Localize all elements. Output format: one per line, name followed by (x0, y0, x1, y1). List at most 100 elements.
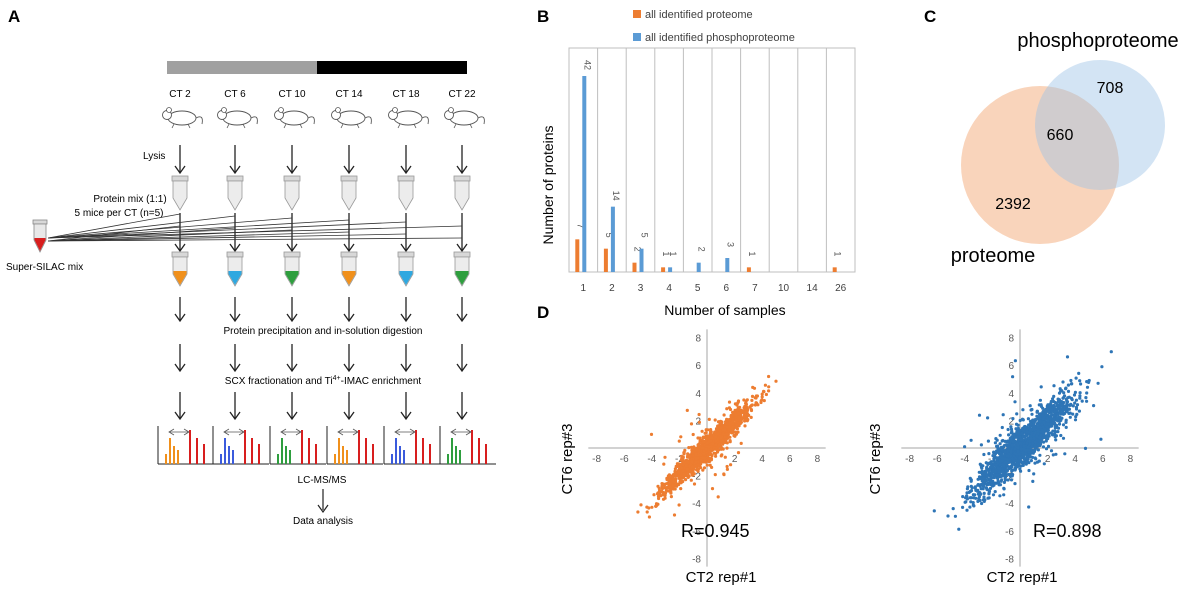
data-point (767, 374, 771, 379)
data-point (709, 447, 713, 451)
data-point (1075, 412, 1079, 416)
data-point (702, 452, 706, 456)
data-point (679, 458, 684, 462)
legend-swatch (633, 33, 641, 41)
scx-step-label: SCX fractionation and Ti4+-IMAC enrichme… (225, 375, 422, 387)
data-point (760, 392, 764, 396)
data-point (707, 447, 711, 451)
data-point (739, 441, 743, 445)
data-point (1019, 438, 1023, 442)
data-point (1011, 462, 1015, 466)
y-tick-label: 4 (695, 389, 701, 400)
data-point (1013, 468, 1017, 472)
data-point (1053, 429, 1057, 433)
data-point (1057, 405, 1061, 409)
left-r-value: R=0.945 (681, 521, 750, 541)
data-point (750, 398, 754, 402)
digestion-step-label: Protein precipitation and in-solution di… (223, 326, 422, 337)
data-point (983, 480, 987, 484)
data-point (1025, 430, 1029, 434)
data-point (698, 453, 703, 457)
data-point (660, 489, 664, 494)
data-point (1009, 454, 1013, 458)
data-point (728, 421, 733, 425)
data-point (1056, 412, 1060, 416)
data-point (1002, 493, 1006, 497)
data-point (1052, 384, 1056, 388)
data-point (1077, 409, 1081, 413)
data-point (1077, 371, 1081, 375)
data-point (1002, 480, 1007, 484)
data-point (1042, 440, 1046, 444)
data-point (1037, 459, 1041, 463)
digestion-arrow (400, 297, 412, 323)
data-point (1002, 464, 1006, 468)
data-point (1054, 438, 1058, 442)
data-point (719, 435, 723, 440)
data-point (985, 483, 989, 487)
data-point (969, 479, 973, 483)
data-point (677, 475, 682, 479)
data-point (734, 418, 738, 422)
data-point (655, 492, 660, 496)
data-point (982, 495, 986, 499)
data-point (1046, 418, 1050, 422)
data-point (1018, 441, 1023, 445)
data-point (1071, 404, 1075, 408)
data-point (1021, 408, 1025, 412)
data-point (1039, 385, 1043, 389)
ms-spectrum (439, 426, 496, 465)
data-point (988, 486, 993, 490)
scatter-points (932, 350, 1113, 531)
data-point (1054, 452, 1058, 456)
data-point (705, 463, 709, 467)
data-point (719, 419, 723, 423)
data-point (716, 432, 720, 436)
data-point (714, 446, 718, 451)
data-point (1019, 469, 1023, 473)
ms-spectrum (326, 426, 383, 465)
data-point (1062, 395, 1066, 399)
data-point (763, 383, 768, 387)
data-point (1015, 459, 1019, 463)
super-silac-tube (32, 219, 48, 253)
x-tick-label: 7 (752, 283, 758, 294)
data-point (717, 442, 722, 447)
data-point (671, 476, 675, 480)
lysate-tube (453, 175, 471, 211)
data-point (708, 452, 712, 456)
x-tick-label: 1 (581, 283, 587, 294)
y-tick-label: -2 (692, 472, 701, 483)
data-point (1078, 379, 1082, 383)
data-point (1010, 469, 1014, 473)
data-point (1042, 462, 1046, 466)
mouse-icon (217, 107, 258, 129)
data-point (1100, 365, 1104, 369)
data-point (1031, 479, 1035, 483)
data-point (989, 462, 993, 466)
data-point (1046, 403, 1050, 407)
data-point (1074, 407, 1079, 411)
data-point (767, 389, 771, 393)
y-tick-label: 4 (1008, 389, 1014, 400)
data-point (1038, 436, 1042, 440)
data-point (743, 424, 747, 428)
data-point (1013, 459, 1017, 463)
data-point (1024, 434, 1028, 438)
data-point (657, 496, 661, 501)
x-tick-label: 14 (807, 283, 819, 294)
y-tick-label: 6 (695, 361, 701, 372)
data-point (697, 420, 702, 424)
data-point (1096, 381, 1100, 385)
enrichment-arrow (174, 392, 186, 421)
data-point (1042, 436, 1046, 440)
data-point (1013, 447, 1017, 451)
data-point (1049, 449, 1054, 453)
data-point (749, 408, 754, 412)
data-point (1015, 465, 1020, 469)
data-point (932, 509, 936, 513)
data-point (725, 467, 730, 471)
data-point (1010, 429, 1014, 433)
